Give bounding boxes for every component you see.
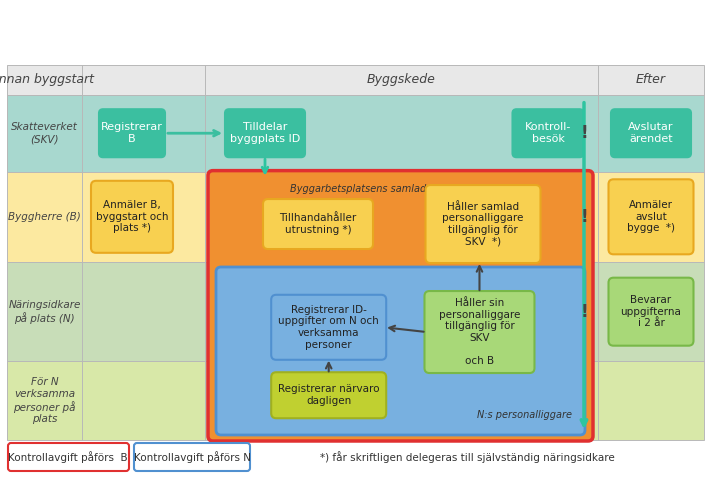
Text: Skatteverket
(SKV): Skatteverket (SKV) (11, 122, 78, 144)
Text: Kontrollavgift påförs  B: Kontrollavgift påförs B (9, 451, 128, 463)
FancyBboxPatch shape (216, 267, 585, 435)
FancyBboxPatch shape (134, 443, 250, 471)
Text: Håller samlad
personalliggare
tillgänglig för
SKV  *): Håller samlad personalliggare tillgängli… (442, 201, 524, 247)
Text: Håller sin
personalliggare
tillgänglig för
SKV

och B: Håller sin personalliggare tillgänglig f… (439, 298, 520, 366)
FancyBboxPatch shape (208, 171, 593, 441)
FancyBboxPatch shape (99, 109, 165, 157)
FancyBboxPatch shape (225, 109, 305, 157)
FancyBboxPatch shape (91, 181, 173, 253)
Text: Registrerar närvaro
dagligen: Registrerar närvaro dagligen (278, 385, 380, 406)
Text: N:s personalliggare: N:s personalliggare (477, 410, 572, 420)
FancyBboxPatch shape (609, 278, 693, 346)
Text: *) får skriftligen delegeras till självständig näringsidkare: *) får skriftligen delegeras till självs… (320, 451, 615, 463)
Text: Kontrollavgift påförs N: Kontrollavgift påförs N (134, 451, 250, 463)
Bar (7, 361, 704, 440)
FancyBboxPatch shape (271, 295, 386, 360)
FancyBboxPatch shape (263, 199, 373, 249)
Text: För N
verksamma
personer på
plats: För N verksamma personer på plats (14, 377, 76, 424)
Text: Bevarar
uppgifterna
i 2 år: Bevarar uppgifterna i 2 år (621, 295, 681, 328)
Text: Kontroll-
besök: Kontroll- besök (525, 122, 571, 144)
Text: Avslutar
ärendet: Avslutar ärendet (629, 122, 674, 144)
FancyBboxPatch shape (611, 109, 691, 157)
Text: Byggskede: Byggskede (367, 73, 436, 87)
Bar (7, 95, 704, 172)
Text: Anmäler B,
byggstart och
plats *): Anmäler B, byggstart och plats *) (96, 200, 169, 234)
Text: Efter: Efter (636, 73, 666, 87)
Text: Byggherre (B): Byggherre (B) (8, 212, 81, 222)
Bar (7, 65, 704, 440)
Text: Byggarbetsplatsens samlade personalliggare: Byggarbetsplatsens samlade personalligga… (289, 184, 511, 194)
Text: Registrerar
B: Registrerar B (101, 122, 163, 144)
Bar (7, 65, 704, 95)
FancyBboxPatch shape (271, 372, 386, 418)
FancyBboxPatch shape (609, 179, 693, 254)
Text: !: ! (580, 124, 588, 142)
Text: !: ! (580, 302, 588, 321)
Text: Innan byggstart: Innan byggstart (0, 73, 94, 87)
Text: Tillhandahåller
utrustning *): Tillhandahåller utrustning *) (279, 213, 357, 235)
FancyBboxPatch shape (8, 443, 129, 471)
Text: Näringsidkare
på plats (N): Näringsidkare på plats (N) (9, 300, 80, 324)
FancyBboxPatch shape (513, 109, 584, 157)
Bar (7, 262, 704, 361)
Bar (7, 172, 704, 262)
FancyBboxPatch shape (424, 291, 535, 373)
Text: Anmäler
avslut
bygge  *): Anmäler avslut bygge *) (627, 200, 675, 234)
Text: Tilldelar
byggplats ID: Tilldelar byggplats ID (230, 122, 300, 144)
FancyBboxPatch shape (425, 185, 540, 263)
Text: Registrerar ID-
uppgifter om N och
verksamma
personer: Registrerar ID- uppgifter om N och verks… (278, 305, 379, 349)
Text: !: ! (580, 208, 588, 226)
